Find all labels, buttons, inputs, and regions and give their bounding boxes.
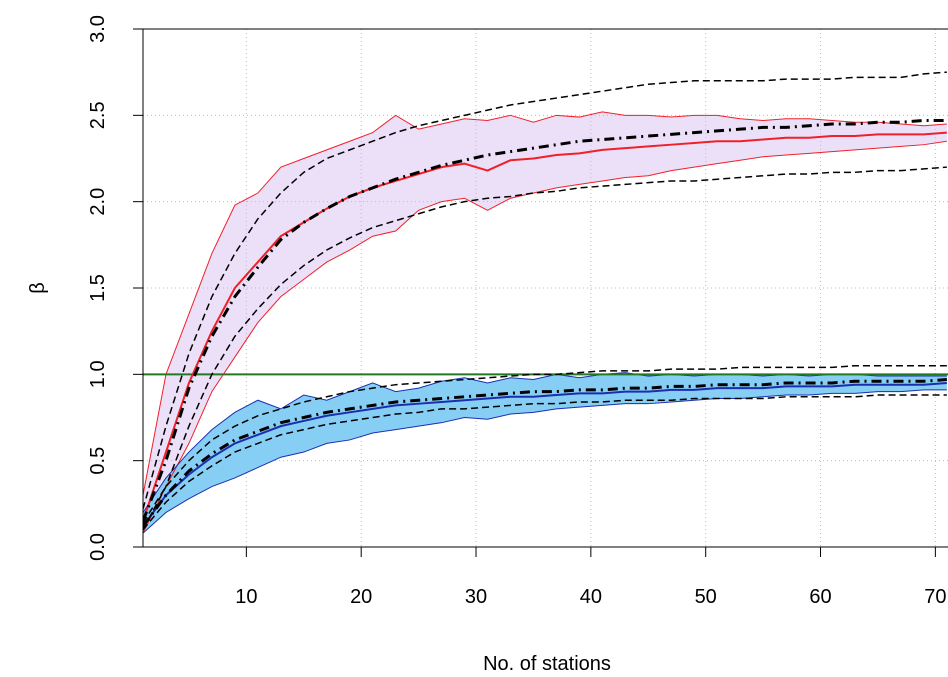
series-line [143, 364, 947, 524]
y-tick-label: 0.5 [87, 447, 109, 475]
series-line [143, 131, 947, 522]
y-tick-label: 3.0 [87, 15, 109, 43]
series-line [143, 394, 947, 531]
y-tick-label: 1.0 [87, 360, 109, 388]
band-edge [143, 372, 947, 513]
x-tick-label: 70 [924, 586, 946, 608]
x-tick-label: 40 [580, 586, 602, 608]
series-line [143, 119, 947, 522]
x-tick-label: 10 [235, 586, 257, 608]
x-tick-label: 60 [809, 586, 831, 608]
band-edge [143, 111, 947, 496]
y-tick-label: 0.0 [87, 533, 109, 561]
series-line [143, 378, 947, 528]
x-tick-label: 20 [350, 586, 372, 608]
y-tick-label: 1.5 [87, 274, 109, 302]
x-tick-label: 50 [695, 586, 717, 608]
band-edge [143, 389, 947, 534]
series-line [143, 381, 947, 527]
band-area [143, 111, 947, 534]
series-line [143, 71, 947, 510]
plot-area [143, 29, 948, 547]
x-tick-label: 30 [465, 586, 487, 608]
series-line [143, 166, 947, 531]
y-tick-label: 2.5 [87, 101, 109, 129]
y-tick-label: 2.0 [87, 188, 109, 216]
band-edge [143, 140, 947, 534]
x-axis-label: No. of stations [483, 653, 611, 675]
y-axis-label: β [27, 282, 49, 294]
